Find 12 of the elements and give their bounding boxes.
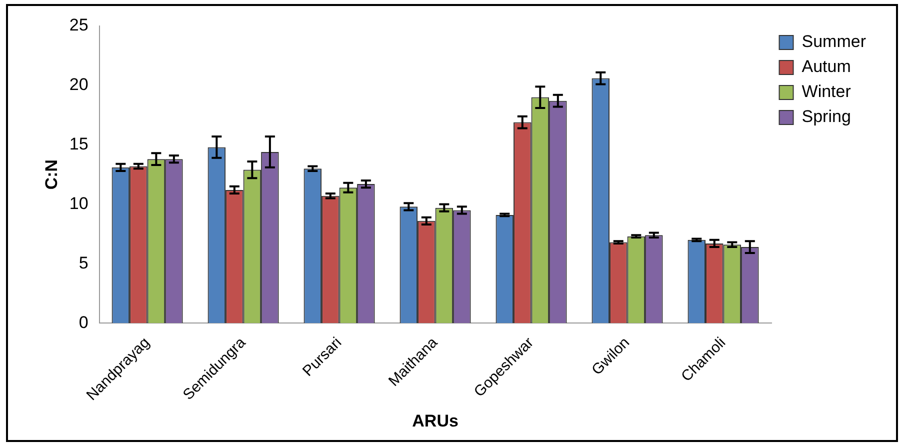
y-tick-label: 25 [69, 16, 88, 35]
x-axis-title: ARUs [412, 411, 458, 430]
y-tick-label: 10 [69, 194, 88, 213]
y-tick-label: 15 [69, 134, 88, 154]
legend-label: Spring [802, 107, 851, 126]
y-tick-label: 20 [69, 75, 88, 94]
y-tick-label: 5 [78, 253, 88, 272]
legend-label: Winter [802, 82, 852, 102]
y-axis-title: C:N [42, 159, 61, 190]
legend-label: Summer [802, 32, 866, 52]
legend-label: Autum [802, 57, 851, 76]
y-tick-label: 0 [78, 312, 88, 332]
